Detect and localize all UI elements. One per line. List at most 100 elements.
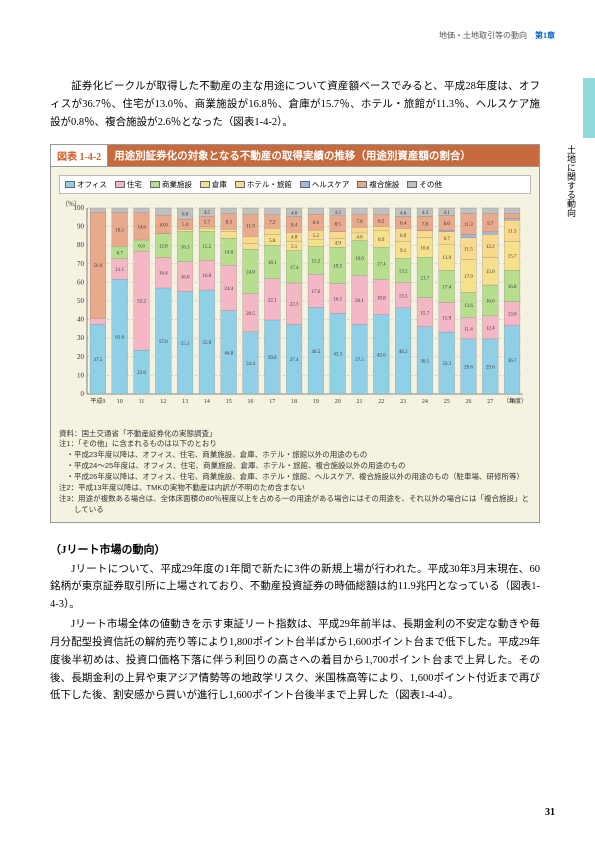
svg-text:6.9: 6.9 (400, 233, 407, 238)
svg-text:18.8: 18.8 (377, 296, 386, 301)
jreit-p2: Jリート市場全体の値動きを示す東証リート指数は、平成29年前半は、長期金利の不安… (50, 616, 540, 705)
svg-text:11.3: 11.3 (508, 229, 517, 234)
svg-text:12: 12 (160, 399, 166, 405)
svg-text:7.0: 7.0 (356, 219, 363, 224)
svg-text:13.5: 13.5 (399, 294, 408, 299)
svg-text:21: 21 (357, 399, 363, 405)
intro-paragraph: 証券化ビークルが取得した不動産の主な用途について資産額ベースでみると、平成28年… (50, 78, 540, 132)
svg-text:15.7: 15.7 (421, 311, 430, 316)
svg-text:42.6: 42.6 (377, 353, 386, 358)
svg-text:24.0: 24.0 (246, 270, 255, 275)
svg-text:19: 19 (313, 399, 319, 405)
svg-text:20: 20 (335, 399, 341, 405)
svg-text:5.1: 5.1 (291, 244, 298, 249)
svg-text:4.1: 4.1 (444, 210, 451, 215)
svg-text:70: 70 (77, 259, 85, 267)
svg-text:19.0: 19.0 (355, 257, 364, 262)
svg-text:17.4: 17.4 (377, 262, 386, 267)
svg-text:9.1: 9.1 (400, 248, 407, 253)
legend-swatch (300, 181, 310, 188)
chart-legend: オフィス住宅商業施設倉庫ホテル・旅館ヘルスケア複合施設その他 (59, 175, 531, 194)
svg-text:4.4: 4.4 (422, 211, 429, 216)
svg-text:17.9: 17.9 (464, 274, 473, 279)
svg-text:29.6: 29.6 (486, 365, 495, 370)
svg-text:46.3: 46.3 (399, 349, 408, 354)
page-number: 31 (545, 807, 555, 818)
svg-text:26: 26 (466, 399, 472, 405)
svg-text:4.9: 4.9 (335, 241, 342, 246)
note-line: 注3：用途が複数ある場合は、全体床面積の80％程度以上を占める一の用途がある場合… (59, 494, 531, 516)
svg-text:5.2: 5.2 (313, 234, 320, 239)
svg-text:43.3: 43.3 (333, 352, 342, 357)
legend-swatch (65, 181, 75, 188)
legend-label: ホテル・旅館 (247, 179, 292, 190)
legend-label: 複合施設 (369, 179, 399, 190)
note-line: ・平成23年度以降は、オフィス、住宅、商業施設、倉庫、ホテル・旅館以外の用途のも… (59, 450, 531, 461)
svg-text:22.1: 22.1 (268, 298, 277, 303)
svg-text:11: 11 (139, 399, 145, 405)
svg-text:57.0: 57.0 (159, 340, 168, 345)
svg-text:15.7: 15.7 (508, 254, 517, 259)
svg-text:61.6: 61.6 (115, 335, 124, 340)
svg-text:16.3: 16.3 (181, 245, 190, 250)
jreit-p1: Jリートについて、平成29年度の1年間で新たに3件の新規上場が行われた。平成30… (50, 561, 540, 615)
legend-swatch (235, 181, 245, 188)
legend-swatch (115, 181, 125, 188)
legend-item: ヘルスケア (300, 179, 350, 190)
svg-text:6.0: 6.0 (182, 212, 189, 217)
svg-text:10.0: 10.0 (159, 223, 168, 228)
breadcrumb: 地価・土地取引等の動向 (439, 31, 527, 40)
legend-item: ホテル・旅館 (235, 179, 292, 190)
svg-text:13.0: 13.0 (508, 312, 517, 317)
svg-text:7.8: 7.8 (422, 222, 429, 227)
section-heading-jreit: （Jリート市場の動向） (50, 541, 540, 557)
svg-text:12.8: 12.8 (159, 244, 168, 249)
svg-text:24: 24 (422, 399, 428, 405)
svg-text:13.6: 13.6 (464, 304, 473, 309)
svg-text:6.2: 6.2 (378, 219, 385, 224)
svg-text:4.5: 4.5 (204, 211, 211, 216)
svg-text:53.2: 53.2 (137, 299, 146, 304)
svg-text:17.6: 17.6 (312, 290, 321, 295)
svg-text:10: 10 (77, 371, 85, 379)
svg-text:0: 0 (81, 390, 85, 398)
legend-swatch (150, 181, 160, 188)
svg-text:16.1: 16.1 (333, 297, 342, 302)
svg-text:23.6: 23.6 (137, 371, 146, 376)
legend-label: オフィス (77, 179, 107, 190)
note-line: 資料：国土交通省「不動産証券化の実態調査」 (59, 429, 531, 440)
legend-label: ヘルスケア (312, 179, 350, 190)
svg-text:90: 90 (77, 222, 85, 230)
svg-text:60: 60 (77, 278, 85, 286)
svg-text:8.4: 8.4 (291, 223, 298, 228)
svg-text:8.6: 8.6 (313, 221, 320, 226)
svg-text:4.6: 4.6 (291, 211, 298, 216)
svg-text:16: 16 (248, 399, 254, 405)
svg-text:100: 100 (74, 204, 85, 212)
chart-title: 用途別証券化の対象となる不動産の取得実績の推移（用途別資産額の割合） (108, 145, 539, 166)
svg-text:36.7: 36.7 (508, 358, 517, 363)
svg-text:29.6: 29.6 (464, 365, 473, 370)
svg-text:20: 20 (77, 352, 85, 360)
svg-text:16.0: 16.0 (181, 275, 190, 280)
svg-text:50: 50 (77, 297, 85, 305)
note-line: ・平成26年度以降は、オフィス、住宅、商業施設、倉庫、ホテル・旅館、ヘルスケア、… (59, 472, 531, 483)
svg-text:8.5: 8.5 (335, 222, 342, 227)
legend-swatch (357, 181, 367, 188)
svg-text:19.5: 19.5 (333, 264, 342, 269)
svg-text:14.6: 14.6 (224, 250, 233, 255)
svg-text:13.9: 13.9 (442, 256, 451, 261)
svg-text:4.0: 4.0 (356, 235, 363, 240)
svg-text:12.4: 12.4 (486, 326, 495, 331)
svg-text:（年度）: （年度） (503, 397, 527, 405)
svg-text:23: 23 (400, 399, 406, 405)
svg-text:16.4: 16.4 (159, 271, 168, 276)
svg-text:4.8: 4.8 (291, 235, 298, 240)
svg-text:17: 17 (269, 399, 275, 405)
legend-item: 商業施設 (150, 179, 192, 190)
svg-text:11.3: 11.3 (464, 223, 473, 228)
svg-text:16.6: 16.6 (486, 299, 495, 304)
svg-text:20.5: 20.5 (246, 311, 255, 316)
legend-label: その他 (419, 179, 442, 190)
svg-text:33.4: 33.4 (246, 361, 255, 366)
